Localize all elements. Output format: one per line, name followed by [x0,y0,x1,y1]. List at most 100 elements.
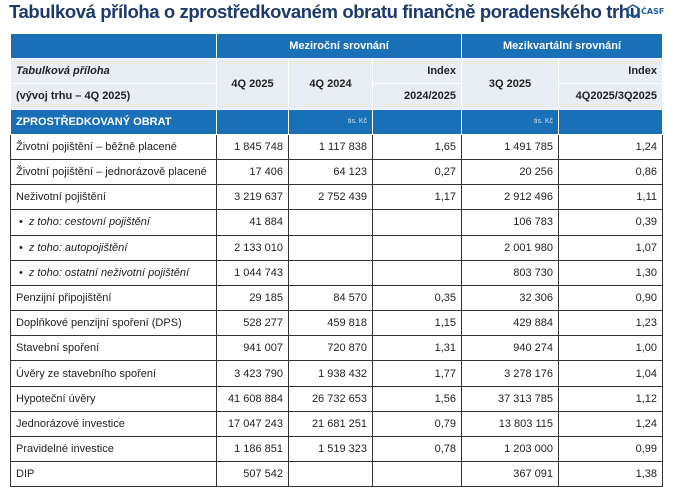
cell-q4-2024: 720 870 [288,335,373,362]
table-row: Stavební spoření 941 007 720 870 1,31 940 27… [10,335,664,362]
row-label-text: z toho: ostatní neživotní pojištění [28,266,190,279]
cell-q3-2025: 1 491 785 [461,133,560,160]
cell-q4-2025: 41 884 [216,209,289,236]
row-label: • z toho: cestovní pojištění [10,209,217,236]
cell-q4-2024: 459 818 [288,310,373,337]
cell-q3-2025: 20 256 [461,158,560,186]
cell-q4-2025: 1 044 743 [216,259,289,286]
cell-q4-2025: 17 406 [216,158,289,186]
cell-idx-yoy: 0,78 [371,435,463,463]
header-empty [10,32,217,60]
cell-idx-qoq: 1,11 [558,184,664,211]
row-label: Pravidelné investice [10,435,217,463]
header-index-qoq: 4Q2025/3Q2025 [558,83,664,110]
unit-label: tis. Kč [461,108,560,135]
cell-q4-2024 [288,461,373,488]
cell-q3-2025: 32 306 [461,284,560,312]
row-label: Neživotní pojištění [10,184,217,211]
table-row: Pravidelné investice 1 186 851 1 519 323 0,… [10,435,664,463]
row-label: DIP [10,461,217,488]
cell-idx-yoy: 1,15 [371,310,463,337]
cell-q4-2025: 507 542 [216,461,289,488]
cell-idx-qoq: 1,24 [558,410,664,438]
cell-q4-2025: 41 608 884 [216,385,289,412]
section-cell [558,108,664,135]
cell-idx-qoq: 1,04 [558,360,664,387]
row-label: Stavební spoření [10,335,217,362]
table-row: Životní pojištění – běžně placené 1 845 7… [10,133,664,160]
cell-q3-2025: 2 912 496 [461,184,560,211]
page-title: Tabulková příloha o zprostředkovaném obr… [9,1,641,22]
cell-idx-yoy [371,461,463,488]
row-label: Jednorázové investice [10,410,217,438]
cell-q3-2025: 3 278 176 [461,360,560,387]
header-group-row: Meziroční srovnání Mezikvartální srovnán… [10,32,664,60]
cell-q3-2025: 429 884 [461,310,560,337]
header-yoy: Meziroční srovnání [215,32,463,60]
cell-q4-2024: 26 732 653 [288,385,373,412]
table-row: • z toho: cestovní pojištění 41 884 106 783… [10,209,664,236]
cell-idx-yoy [371,259,463,286]
header-index-2: Index [558,58,664,85]
row-label: Úvěry ze stavebního spoření [10,360,217,387]
section-label: ZPROSTŘEDKOVANÝ OBRAT [10,108,217,135]
row-label: Hypoteční úvěry [10,385,217,412]
bullet-icon: • [19,216,23,229]
table-row: Hypoteční úvěry 41 608 884 26 732 653 1,56 3… [10,385,664,412]
cell-idx-qoq: 0,39 [558,209,664,236]
cell-q3-2025: 106 783 [461,209,560,236]
header-row-2: (vývoj trhu – 4Q 2025) 2024/2025 4Q2025/… [10,83,664,110]
table-row: DIP 507 542 367 091 1,38 [10,461,664,488]
header-index: Index [371,58,463,85]
cell-q3-2025: 1 203 000 [461,435,560,463]
cell-q4-2025: 2 133 010 [216,234,289,261]
row-label: Životní pojištění – jednorázově placené [10,158,217,186]
cell-idx-yoy: 0,79 [371,410,463,438]
row-label-text: z toho: autopojištění [28,241,128,254]
cell-idx-yoy: 1,65 [371,133,463,160]
cell-q3-2025: 2 001 980 [461,234,560,261]
row-label: Životní pojištění – běžně placené [10,133,217,160]
casf-logo: ČASF [627,4,664,18]
logo-text: ČASF [641,6,665,16]
cell-q4-2024 [288,234,373,261]
unit-label: tis. Kč [288,108,373,135]
data-table: Meziroční srovnání Mezikvartální srovnán… [10,32,664,488]
cell-idx-qoq: 0,99 [558,435,664,463]
cell-idx-yoy: 1,56 [371,385,463,412]
table-row: • z toho: ostatní neživotní pojištění 1 04… [10,259,664,286]
cell-q4-2024: 1 519 323 [288,435,373,463]
cell-q4-2024: 64 123 [288,158,373,186]
section-cell [216,108,289,135]
cell-q3-2025: 803 730 [461,259,560,286]
header-index-yoy: 2024/2025 [371,83,463,110]
cell-q4-2025: 29 185 [216,284,289,312]
bullet-icon: • [19,266,23,279]
cell-q4-2025: 1 845 748 [216,133,289,160]
cell-q4-2025: 941 007 [216,335,289,362]
header-3q2025: 3Q 2025 [461,58,560,110]
cell-q4-2025: 1 186 851 [216,435,289,463]
cell-q4-2024 [288,259,373,286]
cell-idx-yoy: 1,17 [371,184,463,211]
row-label: • z toho: autopojištění [10,234,217,261]
section-row: ZPROSTŘEDKOVANÝ OBRAT tis. Kč tis. Kč [10,108,664,135]
header-qoq: Mezikvartální srovnání [461,32,664,60]
table-row: Neživotní pojištění 3 219 637 2 752 439 1,1… [10,184,664,211]
header-label-2: (vývoj trhu – 4Q 2025) [10,83,217,110]
cell-q4-2024: 84 570 [288,284,373,312]
cell-idx-qoq: 1,00 [558,335,664,362]
header-4q2024: 4Q 2024 [288,58,373,110]
cell-idx-qoq: 1,38 [558,461,664,488]
cell-idx-yoy: 0,27 [371,158,463,186]
header-4q2025: 4Q 2025 [216,58,289,110]
cell-idx-qoq: 1,12 [558,385,664,412]
cell-q4-2024: 2 752 439 [288,184,373,211]
table-row: Jednorázové investice 17 047 243 21 681 25… [10,410,664,438]
cell-q4-2024: 1 117 838 [288,133,373,160]
cell-q4-2024: 21 681 251 [288,410,373,438]
cell-idx-qoq: 1,07 [558,234,664,261]
cell-idx-qoq: 0,90 [558,284,664,312]
row-label: • z toho: ostatní neživotní pojištění [10,259,217,286]
cell-q4-2025: 3 423 790 [216,360,289,387]
